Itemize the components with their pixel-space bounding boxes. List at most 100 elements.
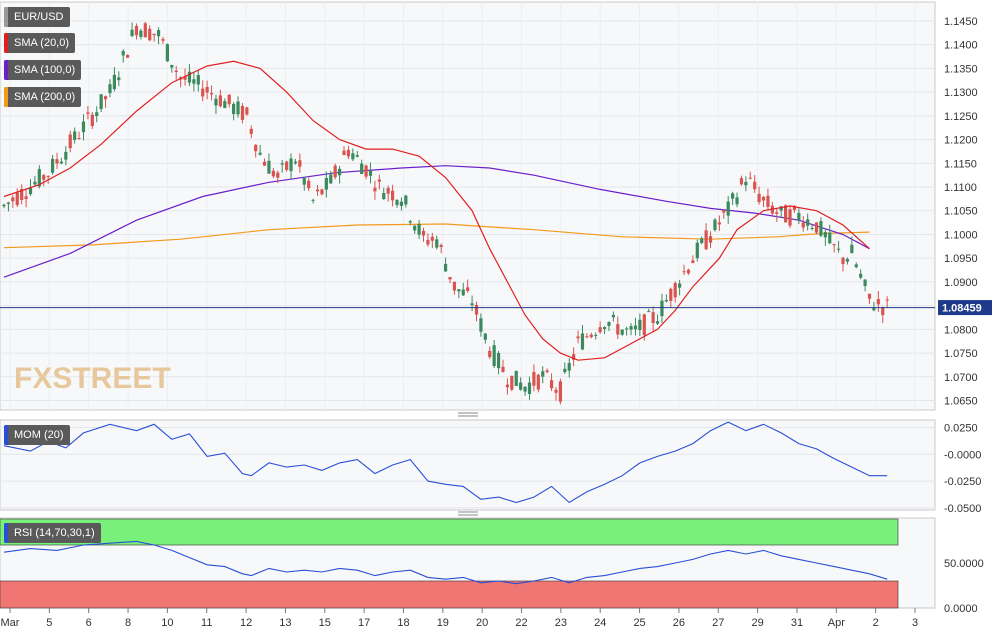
candle-body <box>704 230 708 250</box>
candle-body <box>620 329 624 335</box>
candle-body <box>576 336 580 339</box>
candle-body <box>280 163 284 165</box>
candle-body <box>792 205 797 211</box>
candle-body <box>103 96 108 100</box>
candle-body <box>655 321 660 324</box>
candle-body <box>483 333 487 340</box>
candle-body <box>885 299 889 301</box>
candle-body <box>806 219 810 226</box>
candle-body <box>214 98 218 106</box>
candle-body <box>324 178 328 190</box>
rsi-line <box>3 540 888 585</box>
sma-200-line <box>3 223 870 249</box>
panel-resize-handle[interactable] <box>458 412 478 417</box>
legend-sma100[interactable]: SMA (100,0) <box>4 60 82 80</box>
candle-body <box>784 205 788 223</box>
candle-body <box>342 150 346 155</box>
candle-body <box>311 199 315 201</box>
y-tick-label: 1.1200 <box>944 135 978 147</box>
y-tick-label: 1.0950 <box>944 253 978 265</box>
legend-label: SMA (100,0) <box>14 64 76 76</box>
x-tick-label: 18 <box>397 617 409 629</box>
y-tick-label: 1.1450 <box>944 16 978 28</box>
legend-swatch <box>4 60 8 80</box>
panel-resize-handle-2[interactable] <box>458 511 478 516</box>
candle-body <box>360 163 364 174</box>
candle-body <box>50 158 55 173</box>
candle-body <box>77 137 81 139</box>
candle-body <box>594 334 598 336</box>
legend-rsi[interactable]: RSI (14,70,30,1) <box>4 523 101 543</box>
candle-body <box>33 181 37 185</box>
x-tick-label: 6 <box>86 617 92 629</box>
candle-body <box>404 195 408 205</box>
legend-swatch <box>4 7 8 27</box>
sma-200-path <box>3 223 870 249</box>
y-tick-label: -0.0500 <box>944 503 981 515</box>
candle-body <box>876 299 880 305</box>
candle-body <box>390 190 395 201</box>
legend-label: SMA (20,0) <box>14 37 70 49</box>
candle-body <box>377 179 381 182</box>
y-tick-label: 1.1300 <box>944 87 978 99</box>
x-axis: Mar 5 6 8 10 11 12 13 15 17 18 19 20 22 23 24 25 26 27 29 31… <box>1 608 918 629</box>
candle-body <box>99 94 103 109</box>
candle-body <box>209 93 214 95</box>
candle-body <box>170 65 174 68</box>
candle-body <box>11 197 15 202</box>
candle-body <box>112 74 116 90</box>
candle-body <box>739 178 744 185</box>
candle-body <box>399 201 404 206</box>
candle-body <box>686 269 691 274</box>
legend-sma20[interactable]: SMA (20,0) <box>4 33 76 53</box>
y-tick-label: 1.1250 <box>944 111 978 123</box>
candle-body <box>364 165 368 177</box>
candle-body <box>183 76 187 80</box>
legend-mom[interactable]: MOM (20) <box>4 425 70 445</box>
candle-body <box>143 23 147 38</box>
x-tick-label: 3 <box>912 617 918 629</box>
candle-body <box>735 197 739 205</box>
candle-body <box>28 187 33 195</box>
candle-body <box>254 144 258 152</box>
candle-body <box>660 300 664 317</box>
candle-body <box>174 70 178 72</box>
legend-label: RSI (14,70,30,1) <box>14 527 95 539</box>
candle-body <box>527 382 532 394</box>
candle-body <box>554 389 558 393</box>
candlesticks <box>2 21 889 405</box>
candle-body <box>532 371 536 386</box>
y-tick-label: 1.0900 <box>944 277 978 289</box>
x-tick-label: 15 <box>319 617 331 629</box>
candle-body <box>850 244 854 254</box>
candle-body <box>165 44 169 62</box>
candle-body <box>64 151 68 160</box>
candle-body <box>753 181 757 190</box>
candle-body <box>775 212 779 214</box>
candle-body <box>452 281 457 291</box>
legend-eurusd[interactable]: EUR/USD <box>4 7 70 27</box>
y-tick-label: -0.0000 <box>944 449 981 461</box>
y-tick-label: 1.0800 <box>944 324 978 336</box>
candle-body <box>863 279 867 286</box>
candle-body <box>859 273 863 278</box>
x-tick-label: 2 <box>873 617 879 629</box>
candle-body <box>717 222 721 225</box>
candle-body <box>20 189 24 201</box>
candle-body <box>700 238 704 243</box>
x-tick-label: 24 <box>594 617 606 629</box>
candle-body <box>126 54 130 58</box>
candle-body <box>854 264 858 268</box>
candle-body <box>152 33 156 36</box>
legend-sma200[interactable]: SMA (200,0) <box>4 87 82 107</box>
candle-body <box>227 94 231 105</box>
candle-body <box>461 289 465 296</box>
x-tick-label: 23 <box>555 617 567 629</box>
candle-body <box>95 112 99 117</box>
rsi-path <box>3 540 888 585</box>
main-panel-bg <box>0 1 936 411</box>
candle-body <box>187 71 192 83</box>
candle-body <box>232 103 236 115</box>
y-tick-label: 1.1400 <box>944 40 978 52</box>
candle-body <box>298 160 302 167</box>
